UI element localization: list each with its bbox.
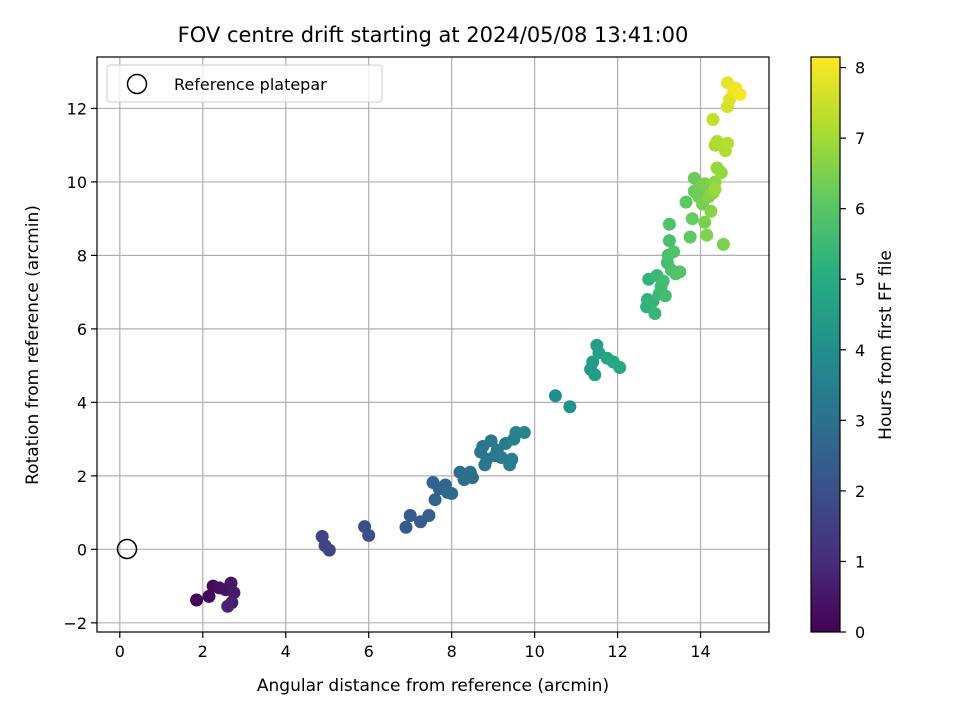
chart-title: FOV centre drift starting at 2024/05/08 … <box>178 23 689 47</box>
x-tick-label: 10 <box>524 642 544 661</box>
data-point <box>714 166 728 180</box>
x-tick-label: 6 <box>364 642 374 661</box>
y-tick-label: 8 <box>77 246 87 265</box>
colorbar-gradient <box>811 57 840 632</box>
legend: Reference platepar <box>106 64 383 103</box>
x-tick-label: 14 <box>690 642 710 661</box>
colorbar-tick-label: 2 <box>855 482 865 501</box>
y-tick-label: 2 <box>77 467 87 486</box>
data-point <box>362 528 376 542</box>
colorbar-label: Hours from first FF file <box>876 250 896 440</box>
data-point <box>463 465 477 479</box>
data-point <box>484 434 498 448</box>
x-tick-label: 0 <box>115 642 125 661</box>
data-point <box>708 182 722 196</box>
data-point <box>721 136 734 150</box>
colorbar-tick-label: 6 <box>855 200 865 219</box>
data-point <box>662 234 676 248</box>
data-point <box>422 509 436 522</box>
data-point <box>322 543 336 557</box>
x-axis-ticks: 0 2 4 6 8 10 12 14 <box>115 632 711 661</box>
x-tick-label: 4 <box>281 642 291 661</box>
legend-box <box>106 64 383 103</box>
y-tick-label: −2 <box>63 614 87 633</box>
colorbar-tick-label: 3 <box>855 411 865 430</box>
y-tick-label: 10 <box>67 173 87 192</box>
colorbar-tick-label: 7 <box>855 129 865 148</box>
y-axis-ticks: −2 0 2 4 6 8 10 12 <box>63 99 97 633</box>
y-tick-label: 0 <box>77 540 87 559</box>
data-point <box>221 599 235 613</box>
data-point <box>656 274 670 288</box>
data-point <box>588 368 602 382</box>
data-point <box>202 589 216 603</box>
colorbar-tick-label: 0 <box>855 623 865 642</box>
data-point <box>563 400 577 414</box>
y-tick-label: 12 <box>67 99 87 118</box>
x-tick-label: 12 <box>607 642 627 661</box>
data-point <box>698 215 712 229</box>
colorbar-tick-label: 8 <box>855 59 865 78</box>
data-point <box>445 487 459 500</box>
data-point <box>517 426 531 439</box>
data-point <box>399 520 413 534</box>
data-point <box>700 228 714 242</box>
legend-marker-icon <box>126 73 148 95</box>
y-tick-label: 4 <box>77 393 87 412</box>
data-point <box>667 245 681 259</box>
reference-point-marker <box>116 538 138 560</box>
legend-label: Reference platepar <box>174 75 327 94</box>
data-point <box>658 289 672 303</box>
data-point <box>613 361 627 374</box>
grid <box>97 57 769 632</box>
colorbar-tick-label: 1 <box>855 552 865 571</box>
data-point <box>687 171 701 185</box>
data-point <box>403 509 417 522</box>
data-point <box>704 204 718 218</box>
data-point <box>227 586 241 600</box>
data-point <box>683 230 697 244</box>
y-tick-label: 6 <box>77 320 87 339</box>
x-axis-label: Angular distance from reference (arcmin) <box>257 676 609 696</box>
data-points <box>190 76 747 613</box>
colorbar-tick-label: 4 <box>855 341 865 360</box>
data-point <box>679 195 693 209</box>
data-point <box>586 355 600 369</box>
data-point <box>733 88 747 101</box>
x-tick-label: 8 <box>447 642 457 661</box>
data-point <box>428 493 442 507</box>
colorbar-tick-label: 5 <box>855 270 865 289</box>
colorbar-ticks: 0 1 2 3 4 5 6 7 8 <box>840 59 865 642</box>
data-point <box>716 237 730 251</box>
data-point <box>648 307 662 320</box>
y-axis-label: Rotation from reference (arcmin) <box>23 205 43 485</box>
colorbar-frame <box>810 56 841 633</box>
data-point <box>505 452 519 466</box>
data-point <box>190 593 204 607</box>
colorbar: 0 1 2 3 4 5 6 7 8 Hours from first FF file <box>810 56 896 642</box>
x-tick-label: 2 <box>198 642 208 661</box>
data-point <box>548 389 562 403</box>
data-point <box>706 113 720 126</box>
data-point <box>710 135 724 148</box>
data-point <box>673 265 687 279</box>
data-point <box>685 212 699 226</box>
data-point <box>662 217 676 231</box>
data-point <box>698 177 712 191</box>
plot-frame <box>96 56 770 633</box>
